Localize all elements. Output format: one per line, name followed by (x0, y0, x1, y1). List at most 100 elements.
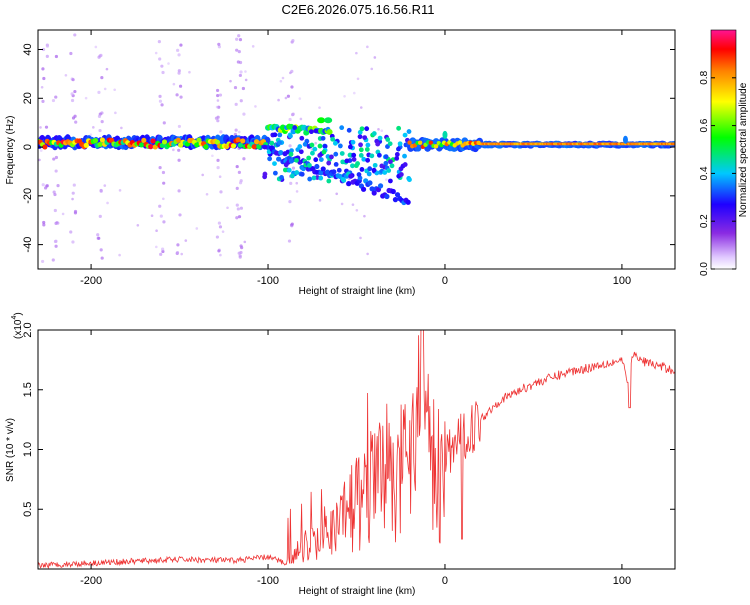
heatmap-cell (154, 51, 158, 55)
heatmap-cell (100, 256, 104, 260)
heatmap-cell (289, 173, 295, 179)
heatmap-cell (217, 45, 222, 49)
spectrogram-y-tick-label: -20 (22, 188, 34, 204)
heatmap-cell (320, 166, 326, 172)
heatmap-cell (99, 137, 106, 143)
snr-y-tick-label: 0.5 (22, 502, 34, 517)
heatmap-cell (45, 44, 50, 48)
heatmap-cell (336, 167, 342, 173)
heatmap-cell (237, 215, 242, 219)
heatmap-cell (272, 161, 277, 166)
heatmap-cell (343, 94, 346, 98)
heatmap-cell (242, 157, 246, 161)
heatmap-cell (277, 98, 280, 102)
heatmap-cell (159, 214, 163, 218)
heatmap-cell (216, 166, 220, 170)
heatmap-cell (113, 88, 116, 92)
heatmap-cell (295, 181, 299, 185)
heatmap-cell (55, 220, 59, 224)
heatmap-cell (281, 76, 285, 80)
heatmap-cell (105, 67, 109, 71)
heatmap-cell (41, 99, 45, 103)
heatmap-cell (348, 144, 353, 150)
heatmap-cell (253, 139, 260, 145)
heatmap-cell (70, 98, 75, 103)
heatmap-cell (161, 249, 165, 254)
heatmap-cell (291, 112, 295, 116)
heatmap-cell (356, 172, 362, 177)
heatmap-cell (362, 135, 368, 141)
heatmap-cell (329, 154, 334, 160)
heatmap-cell (313, 157, 319, 163)
heatmap-cell (311, 175, 317, 181)
heatmap-cell (201, 173, 204, 177)
heatmap-cell (237, 34, 241, 38)
heatmap-cell (54, 54, 59, 59)
heatmap-cell (203, 144, 209, 150)
heatmap-cell (324, 117, 333, 124)
heatmap-cell (262, 144, 268, 150)
heatmap-cell (97, 114, 102, 118)
snr-y-tick-label: 1.0 (22, 442, 34, 457)
heatmap-cell (256, 144, 262, 150)
heatmap-cell (350, 163, 355, 169)
heatmap-cell (340, 177, 346, 182)
heatmap-cell (392, 197, 399, 203)
heatmap-cell (84, 96, 88, 100)
heatmap-cell (214, 139, 221, 145)
heatmap-cell (118, 189, 122, 192)
heatmap-cell (317, 143, 323, 149)
heatmap-cell (331, 169, 337, 175)
heatmap-cell (326, 129, 333, 136)
heatmap-cell (396, 125, 402, 131)
heatmap-cell (217, 42, 221, 46)
heatmap-cell (161, 170, 166, 175)
heatmap-cell (355, 161, 360, 166)
heatmap-cell (219, 130, 223, 134)
heatmap-cell (406, 129, 412, 134)
heatmap-cell (219, 253, 222, 257)
heatmap-cell (355, 51, 358, 55)
heatmap-cell (297, 144, 303, 149)
heatmap-cell (359, 236, 362, 240)
heatmap-cell (291, 166, 296, 170)
heatmap-cell (365, 142, 371, 148)
heatmap-cell (106, 201, 109, 205)
heatmap-cell (350, 139, 356, 145)
heatmap-cell (103, 184, 107, 187)
snr-x-ticks: -200 -100 0 100 (80, 330, 631, 587)
heatmap-cell (402, 153, 407, 159)
heatmap-cell (217, 249, 221, 253)
heatmap-cell (267, 156, 273, 162)
heatmap-cell (94, 45, 98, 49)
heatmap-cell (89, 133, 93, 136)
heatmap-cell (290, 222, 294, 226)
heatmap-cell (320, 135, 326, 141)
heatmap-cell (402, 132, 408, 138)
heatmap-cell (476, 140, 481, 146)
heatmap-cell (364, 147, 370, 152)
heatmap-cell (299, 117, 303, 121)
heatmap-cell (97, 141, 103, 148)
heatmap-cell (243, 240, 247, 244)
heatmap-cell (291, 39, 295, 43)
heatmap-cell (179, 95, 183, 99)
heatmap-cell (99, 248, 103, 252)
heatmap-cell (239, 244, 243, 248)
heatmap-cell (276, 156, 282, 162)
heatmap-cell (44, 186, 48, 190)
heatmap-cell (340, 202, 344, 206)
heatmap-cell (242, 112, 246, 116)
heatmap-cell (375, 141, 381, 147)
heatmap-cell (351, 152, 357, 158)
heatmap-cell (118, 253, 121, 257)
heatmap-cell (356, 77, 360, 81)
spectrogram-y-label: Frequency (Hz) (5, 116, 16, 185)
heatmap-cell (83, 142, 89, 148)
heatmap-cell (42, 144, 48, 150)
heatmap-cell (177, 189, 181, 193)
heatmap-cell (389, 163, 395, 169)
heatmap-cell (100, 76, 104, 80)
heatmap-cell (72, 183, 76, 187)
heatmap-cell (237, 49, 241, 54)
